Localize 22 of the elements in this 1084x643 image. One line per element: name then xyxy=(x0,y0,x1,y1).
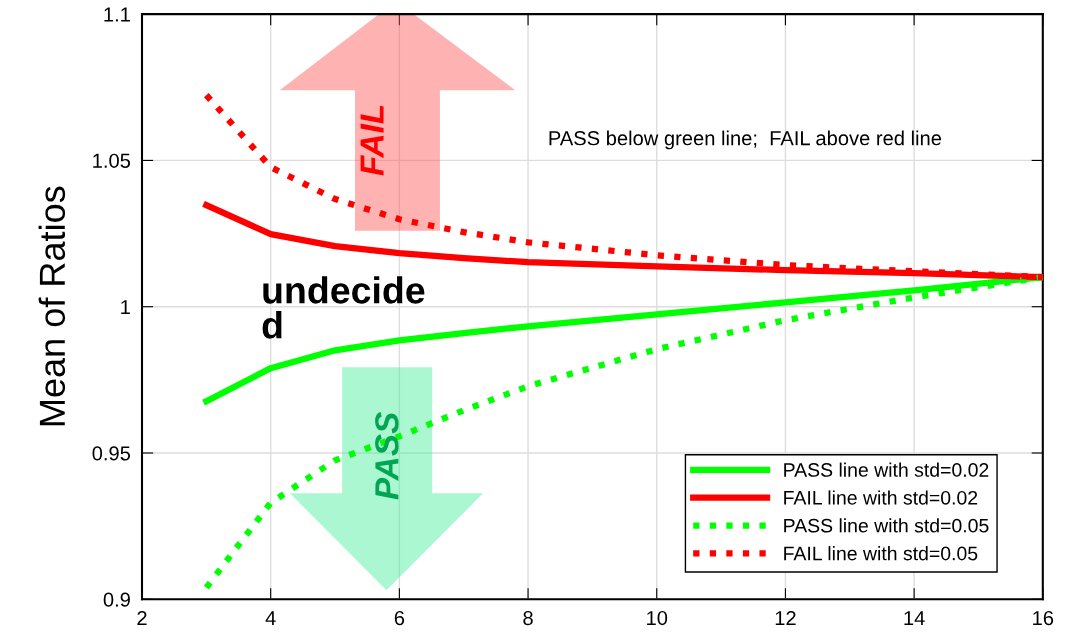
y-tick-label: 1 xyxy=(121,300,130,315)
y-axis-title: Mean of Ratios xyxy=(38,186,66,426)
y-tick-label: 0.95 xyxy=(92,446,131,461)
x-tick-label: 12 xyxy=(775,610,796,625)
legend-label: FAIL line with std=0.05 xyxy=(784,546,978,561)
y-tick-label: 0.9 xyxy=(103,592,130,607)
x-tick-label: 10 xyxy=(647,610,668,626)
x-tick-label: 4 xyxy=(265,611,276,625)
annotation: FAIL xyxy=(360,105,384,176)
y-tick-label: 1.1 xyxy=(104,7,130,22)
legend-label: PASS line with std=0.05 xyxy=(784,518,989,533)
legend-label: FAIL line with std=0.02 xyxy=(784,490,978,505)
annotation: PASS xyxy=(375,412,399,500)
x-tick-label: 2 xyxy=(137,610,147,625)
x-tick-label: 6 xyxy=(394,610,405,626)
legend-label: PASS line with std=0.02 xyxy=(784,462,989,477)
annotation: undecide d xyxy=(262,276,425,339)
y-tick-label: 1.05 xyxy=(93,153,131,168)
annotation: PASS below green line; FAIL above red line xyxy=(549,130,942,150)
x-tick-label: 14 xyxy=(904,611,925,625)
x-tick-label: 8 xyxy=(523,610,533,626)
x-tick-label: 16 xyxy=(1033,610,1054,626)
